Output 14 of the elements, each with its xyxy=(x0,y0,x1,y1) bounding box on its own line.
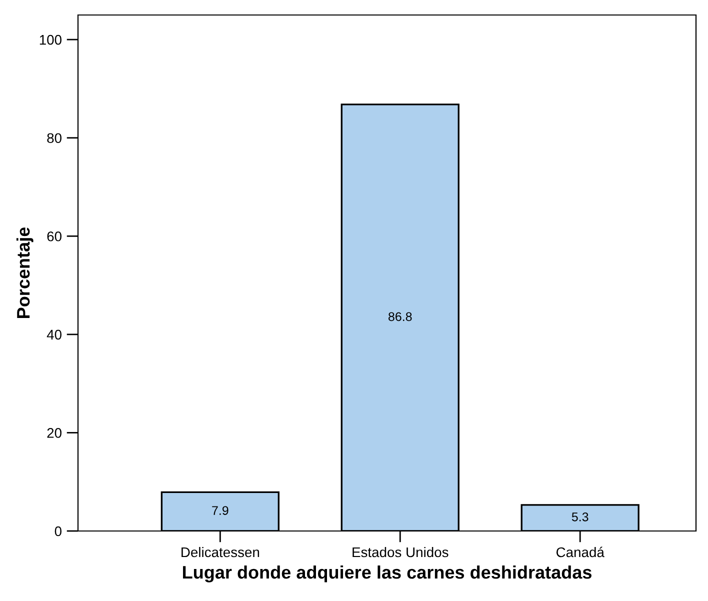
y-tick-label: 20 xyxy=(47,428,62,438)
data-label: 86.8 xyxy=(388,312,412,322)
x-tick-label: Delicatessen xyxy=(182,546,260,558)
x-axis-title: Lugar donde adquiere las carnes deshidratadas xyxy=(183,565,592,582)
y-tick-label: 60 xyxy=(47,231,62,242)
data-label: 5.3 xyxy=(572,512,588,522)
x-tick-label: Canadá xyxy=(556,546,604,558)
data-label: 7.9 xyxy=(212,506,228,515)
y-tick-label: 40 xyxy=(46,330,62,340)
y-tick-label: 0 xyxy=(54,526,62,536)
x-tick-label: Estados Unidos xyxy=(352,546,448,558)
y-tick-label: 80 xyxy=(47,133,62,144)
y-tick-label: 100 xyxy=(40,34,62,45)
y-axis-title: Porcentaje xyxy=(16,227,34,318)
